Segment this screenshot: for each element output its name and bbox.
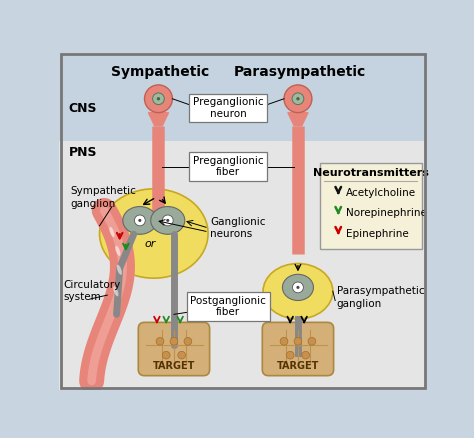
Ellipse shape [113, 286, 118, 297]
Circle shape [286, 351, 294, 359]
Circle shape [308, 337, 316, 345]
Ellipse shape [283, 274, 313, 300]
Text: TARGET: TARGET [277, 361, 319, 371]
Ellipse shape [263, 264, 333, 319]
Ellipse shape [109, 227, 115, 237]
Ellipse shape [115, 246, 120, 256]
Text: Parasympathetic
ganglion: Parasympathetic ganglion [337, 286, 424, 309]
Circle shape [296, 286, 300, 289]
Text: Neurotransmitters: Neurotransmitters [313, 169, 429, 178]
Circle shape [178, 351, 186, 359]
Text: or: or [144, 239, 155, 248]
Text: CNS: CNS [69, 102, 97, 114]
Text: Sympathetic
ganglion: Sympathetic ganglion [70, 186, 136, 208]
Circle shape [296, 97, 300, 100]
Ellipse shape [117, 265, 122, 275]
Bar [59, 53, 427, 141]
Circle shape [302, 351, 310, 359]
Circle shape [145, 85, 173, 113]
Text: Preganglionic
fiber: Preganglionic fiber [193, 156, 264, 177]
Circle shape [170, 337, 178, 345]
Circle shape [156, 337, 164, 345]
Circle shape [135, 215, 145, 226]
Circle shape [153, 93, 164, 105]
Circle shape [184, 337, 192, 345]
Circle shape [280, 337, 288, 345]
FancyBboxPatch shape [138, 322, 210, 376]
Text: Postganglionic
fiber: Postganglionic fiber [190, 296, 266, 318]
Circle shape [138, 219, 141, 222]
Circle shape [157, 97, 160, 100]
Polygon shape [148, 113, 169, 126]
Ellipse shape [151, 207, 185, 234]
Text: Circulatory
system: Circulatory system [63, 280, 120, 303]
Text: Parasympathetic: Parasympathetic [233, 65, 365, 79]
Ellipse shape [123, 207, 157, 234]
Polygon shape [288, 113, 308, 126]
Circle shape [284, 85, 312, 113]
Text: PNS: PNS [69, 146, 97, 159]
Text: Norepinephrine: Norepinephrine [346, 208, 427, 219]
Ellipse shape [100, 189, 208, 278]
Text: Acetylcholine: Acetylcholine [346, 188, 416, 198]
FancyBboxPatch shape [319, 162, 422, 249]
Circle shape [162, 351, 170, 359]
Text: Sympathetic: Sympathetic [111, 65, 209, 79]
Circle shape [294, 337, 302, 345]
Text: Epinephrine: Epinephrine [346, 229, 409, 239]
FancyBboxPatch shape [262, 322, 334, 376]
Text: TARGET: TARGET [153, 361, 195, 371]
Circle shape [292, 282, 303, 293]
Text: Preganglionic
neuron: Preganglionic neuron [193, 97, 264, 119]
Circle shape [162, 215, 173, 226]
Circle shape [166, 219, 169, 222]
Bar [59, 141, 427, 390]
Text: Ganglionic
neurons: Ganglionic neurons [210, 217, 266, 239]
Circle shape [292, 93, 304, 105]
